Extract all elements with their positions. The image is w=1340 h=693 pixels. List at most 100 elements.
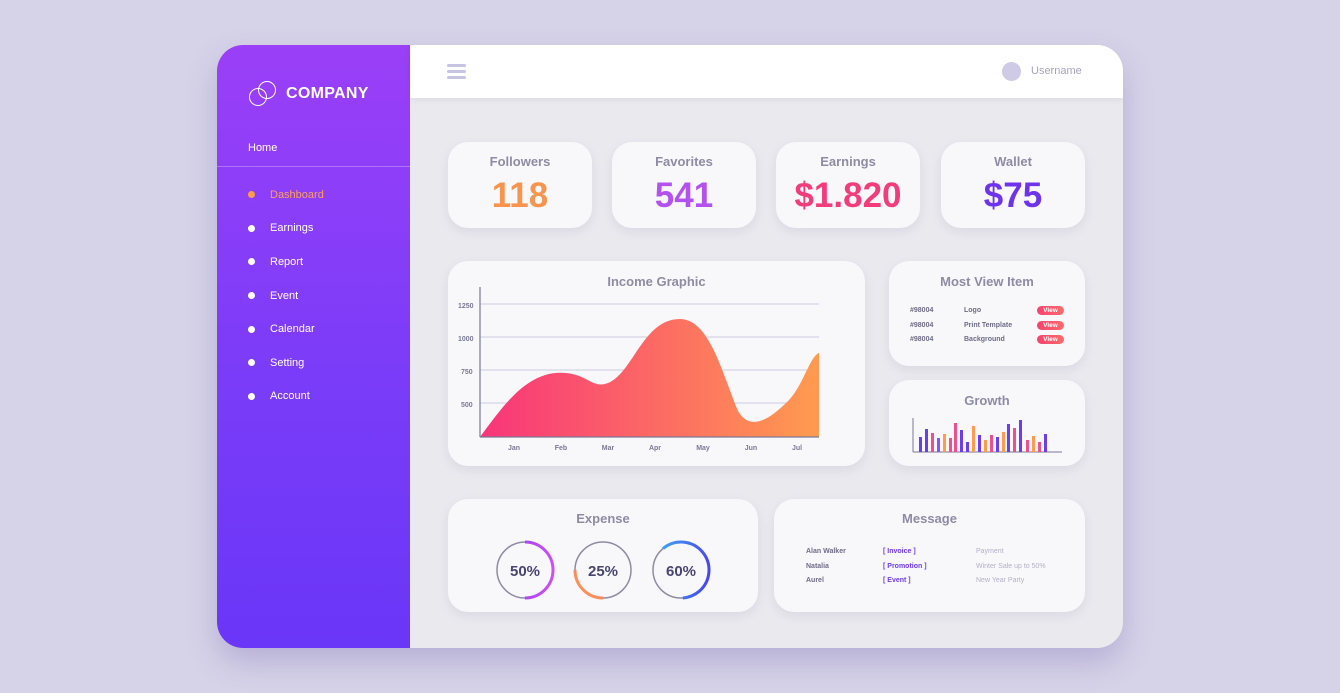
bullet-icon: [248, 292, 255, 300]
growth-bars: [919, 420, 1047, 452]
message-card: Message Alan Walker [ Invoice ] Payment …: [774, 499, 1085, 612]
dashboard-window: COMPANY Home Dashboard Earnings Report E…: [217, 45, 1123, 648]
top-bar: Username: [410, 45, 1123, 98]
income-graphic-card: Income Graphic 1250 1000 750 500 Jan Feb…: [448, 261, 865, 466]
brand[interactable]: COMPANY: [249, 81, 369, 107]
x-tick-label: May: [696, 445, 710, 452]
sidebar-item-calendar[interactable]: Calendar: [248, 312, 324, 346]
bullet-icon: [248, 191, 255, 199]
sidebar: COMPANY Home Dashboard Earnings Report E…: [217, 45, 410, 648]
card-title: Message: [902, 511, 957, 526]
bullet-icon: [248, 258, 255, 266]
stat-value: 541: [654, 176, 714, 215]
card-title: Growth: [964, 393, 1010, 408]
item-name: Background: [964, 336, 1005, 343]
most-view-item-card: Most View Item #98004 Logo View #98004 P…: [889, 261, 1085, 366]
stat-title: Favorites: [655, 154, 713, 169]
card-title: Expense: [576, 511, 630, 526]
y-tick-1000: 1000: [458, 336, 474, 343]
sidebar-item-label: Report: [270, 255, 304, 268]
sidebar-item-account[interactable]: Account: [248, 380, 324, 414]
sidebar-item-label: Account: [270, 390, 310, 403]
sidebar-item-report[interactable]: Report: [248, 245, 324, 279]
sidebar-item-event[interactable]: Event: [248, 279, 324, 313]
message-sender: Natalia: [806, 563, 829, 570]
x-tick-label: Jul: [792, 445, 802, 452]
username[interactable]: Username: [1031, 65, 1082, 77]
sidebar-item-label: Earnings: [270, 222, 314, 235]
y-tick-750: 750: [461, 369, 473, 376]
stat-card-earnings[interactable]: Earnings $1.820: [776, 142, 920, 228]
list-item: #98004 Logo View: [910, 306, 1064, 315]
company-logo-icon: [249, 81, 277, 107]
stat-card-wallet[interactable]: Wallet $75: [941, 142, 1085, 228]
message-text: Payment: [976, 548, 1004, 555]
list-item: #98004 Background View: [910, 335, 1064, 344]
stat-value: $1.820: [794, 176, 902, 215]
hamburger-icon[interactable]: [447, 64, 466, 79]
sidebar-home[interactable]: Home: [248, 142, 278, 154]
view-button[interactable]: View: [1037, 335, 1064, 344]
stat-title: Earnings: [820, 154, 876, 169]
bullet-icon: [248, 224, 255, 232]
income-chart: 1250 1000 750 500 Jan Feb Mar Apr May Ju…: [458, 287, 819, 452]
message-tag: [ Promotion ]: [883, 563, 927, 570]
list-item: #98004 Print Template View: [910, 321, 1064, 330]
expense-ring: 60%: [651, 540, 711, 600]
ring-label: 60%: [666, 563, 696, 580]
message-tag: [ Event ]: [883, 577, 911, 584]
x-tick-label: Apr: [649, 445, 661, 452]
brand-name: COMPANY: [286, 85, 369, 102]
growth-bar-chart: [912, 418, 1062, 453]
stat-value: $75: [983, 176, 1043, 215]
item-name: Print Template: [964, 322, 1013, 329]
message-text: New Year Party: [976, 577, 1025, 584]
expense-ring: 25%: [573, 540, 633, 600]
sidebar-item-label: Calendar: [270, 323, 315, 336]
sidebar-item-label: Event: [270, 289, 299, 302]
sidebar-item-dashboard[interactable]: Dashboard: [248, 178, 324, 212]
x-tick-label: Mar: [602, 445, 615, 452]
bullet-icon: [248, 359, 255, 367]
message-tag: [ Invoice ]: [883, 548, 916, 555]
stat-card-followers[interactable]: Followers 118: [448, 142, 592, 228]
card-title: Most View Item: [940, 274, 1034, 289]
item-name: Logo: [964, 307, 982, 314]
stat-title: Wallet: [994, 154, 1032, 169]
sidebar-item-label: Setting: [270, 356, 305, 369]
stat-value: 118: [491, 176, 549, 215]
message-row[interactable]: Natalia [ Promotion ] Winter Sale up to …: [806, 563, 1046, 570]
x-tick-label: Jan: [508, 445, 520, 452]
ring-label: 25%: [588, 563, 618, 580]
card-title: Income Graphic: [607, 274, 706, 289]
x-tick-label: Feb: [555, 445, 567, 452]
stat-title: Followers: [489, 154, 551, 169]
bullet-icon: [248, 325, 255, 333]
expense-ring: 50%: [495, 540, 555, 600]
sidebar-item-setting[interactable]: Setting: [248, 346, 324, 380]
stat-card-favorites[interactable]: Favorites 541: [612, 142, 756, 228]
y-tick-1250: 1250: [458, 303, 474, 310]
view-button[interactable]: View: [1037, 321, 1064, 330]
sidebar-item-label: Dashboard: [270, 188, 324, 201]
item-id: #98004: [910, 307, 934, 314]
sidebar-item-earnings[interactable]: Earnings: [248, 212, 324, 246]
message-sender: Aurel: [806, 577, 824, 584]
item-id: #98004: [910, 336, 934, 343]
ring-label: 50%: [510, 563, 540, 580]
message-row[interactable]: Alan Walker [ Invoice ] Payment: [806, 548, 1004, 555]
view-button[interactable]: View: [1037, 306, 1064, 315]
income-area: [480, 319, 819, 437]
bullet-icon: [248, 392, 255, 400]
y-tick-500: 500: [461, 402, 473, 409]
message-text: Winter Sale up to 50%: [976, 563, 1046, 570]
sidebar-divider: [217, 166, 410, 167]
message-row[interactable]: Aurel [ Event ] New Year Party: [806, 577, 1024, 584]
item-id: #98004: [910, 322, 934, 329]
x-tick-label: Jun: [745, 445, 757, 452]
growth-card: Growth: [889, 380, 1085, 466]
sidebar-nav: Dashboard Earnings Report Event Calendar…: [248, 178, 324, 413]
message-sender: Alan Walker: [806, 548, 846, 555]
expense-card: Expense 50% 25%: [448, 499, 758, 612]
avatar[interactable]: [1002, 62, 1021, 81]
